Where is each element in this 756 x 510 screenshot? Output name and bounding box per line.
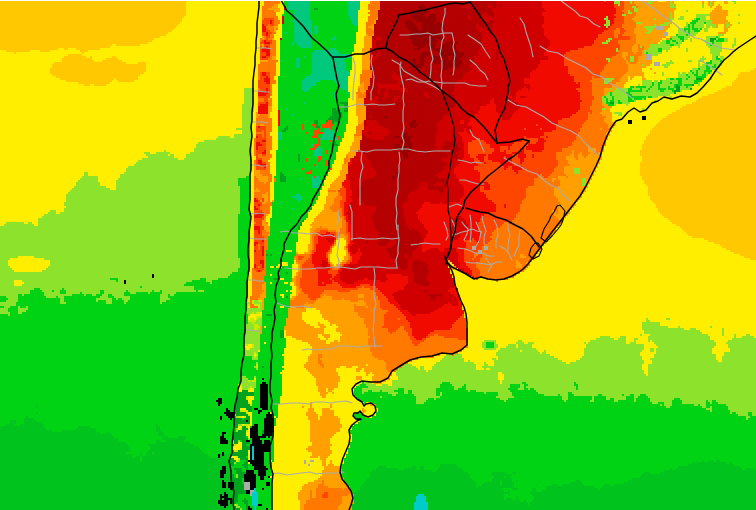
top-white-strip — [0, 0, 756, 1]
